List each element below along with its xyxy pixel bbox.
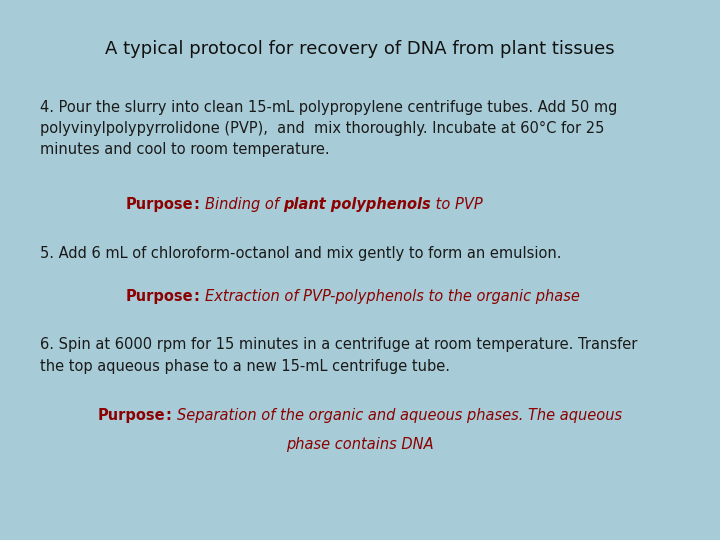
Text: Purpose: Purpose — [126, 289, 194, 304]
Text: 6. Spin at 6000 rpm for 15 minutes in a centrifuge at room temperature. Transfer: 6. Spin at 6000 rpm for 15 minutes in a … — [40, 338, 637, 374]
Text: Extraction of PVP-polyphenols to the organic phase: Extraction of PVP-polyphenols to the org… — [204, 289, 580, 304]
Text: to PVP: to PVP — [431, 197, 482, 212]
Text: 4. Pour the slurry into clean 15-mL polypropylene centrifuge tubes. Add 50 mg
po: 4. Pour the slurry into clean 15-mL poly… — [40, 100, 617, 157]
Text: Binding of: Binding of — [204, 197, 283, 212]
Text: Purpose: Purpose — [98, 408, 166, 423]
Text: 5. Add 6 mL of chloroform-octanol and mix gently to form an emulsion.: 5. Add 6 mL of chloroform-octanol and mi… — [40, 246, 561, 261]
Text: :: : — [194, 289, 204, 304]
Text: :: : — [166, 408, 176, 423]
Text: Purpose: Purpose — [126, 197, 194, 212]
Text: A typical protocol for recovery of DNA from plant tissues: A typical protocol for recovery of DNA f… — [105, 40, 615, 58]
Text: Separation of the organic and aqueous phases. The aqueous: Separation of the organic and aqueous ph… — [176, 408, 622, 423]
Text: plant polyphenols: plant polyphenols — [283, 197, 431, 212]
Text: phase contains DNA: phase contains DNA — [286, 437, 434, 453]
Text: :: : — [194, 197, 204, 212]
